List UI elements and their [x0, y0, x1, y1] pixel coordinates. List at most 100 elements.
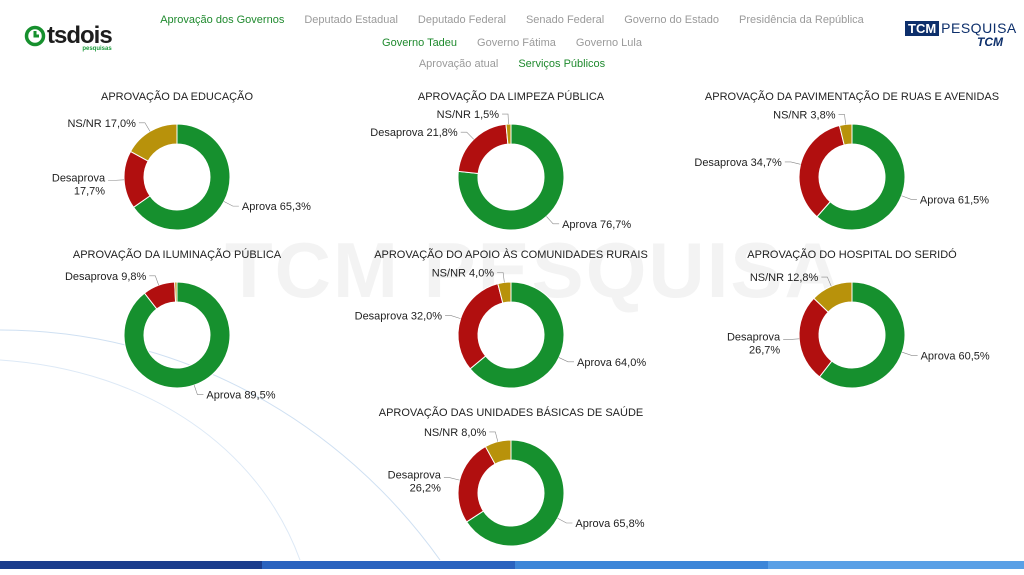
leader-line [443, 477, 460, 481]
nav-senado-federal[interactable]: Senado Federal [525, 14, 605, 26]
donut-chart-comunidades: Aprova 64,0% Desaprova 32,0% NS/NR 4,0% [355, 267, 646, 389]
leader-line [460, 131, 474, 140]
slice-desaprova [457, 283, 504, 370]
slice-nsnr [174, 281, 178, 303]
data-label-desaprova: Desaprova 26,7% [727, 332, 781, 357]
chart-title: APROVAÇÃO DAS UNIDADES BÁSICAS DE SAÚDE [378, 407, 644, 419]
nav-governo-lula[interactable]: Governo Lula [575, 37, 642, 49]
leader-line [901, 195, 917, 200]
bottom-color-bar [0, 559, 1024, 575]
leader-line [557, 517, 573, 524]
logo-text: tsdois pesquisas [47, 22, 113, 52]
nav-presidencia[interactable]: Presidência da República [739, 14, 864, 26]
chart-title: APROVAÇÃO DA LIMPEZA PÚBLICA [417, 91, 605, 103]
donut-chart-hospital: Aprova 60,5% Desaprova 26,7% NS/NR 12,8% [727, 272, 990, 389]
data-label-aprova: Aprova 76,7% [562, 219, 631, 231]
pesquisa-word: PESQUISA [941, 20, 1017, 36]
data-label-desaprova: Desaprova 17,7% [52, 172, 106, 197]
nav-aprovacao-atual[interactable]: Aprovação atual [418, 58, 499, 70]
slice-desaprova [798, 124, 845, 218]
chart-iluminacao: APROVAÇÃO DA ILUMINAÇÃO PÚBLICA Aprova 8… [7, 249, 347, 402]
leader-line [193, 385, 204, 395]
chart-title: APROVAÇÃO DO HOSPITAL DO SERIDÓ [747, 249, 957, 261]
chart-title: APROVAÇÃO DO APOIO ÀS COMUNIDADES RURAIS [374, 249, 648, 261]
leader-line [546, 216, 560, 225]
data-label-aprova: Aprova 64,0% [577, 357, 646, 369]
slice-aprova [818, 281, 906, 389]
data-label-aprova: Aprova 89,5% [206, 390, 275, 402]
chart-comunidades-rurais: APROVAÇÃO DO APOIO ÀS COMUNIDADES RURAIS… [341, 249, 681, 399]
leader-line [497, 272, 505, 283]
tcm-badge: TCM [905, 20, 940, 36]
slice-nsnr [497, 281, 512, 304]
data-label-nsnr: NS/NR 4,0% [432, 267, 495, 279]
chart-title: APROVAÇÃO DA PAVIMENTAÇÃO DE RUAS E AVEN… [704, 91, 1000, 103]
data-label-nsnr: NS/NR 8,0% [424, 427, 487, 439]
leader-line [821, 276, 832, 287]
data-label-desaprova: Desaprova 9,8% [65, 271, 147, 283]
nav-row-aprovacao: Aprovação atual Serviços Públicos [0, 58, 1024, 70]
nav-governo-fatima[interactable]: Governo Fátima [477, 37, 556, 49]
leader-line [138, 122, 151, 132]
donut-chart-saude: Aprova 65,8% Desaprova 26,2% NS/NR 8,0% [388, 427, 645, 547]
slice-desaprova [457, 123, 509, 175]
nav-row-governos: Governo Tadeu Governo Fátima Governo Lul… [0, 37, 1024, 49]
bottom-bar-segment [515, 561, 768, 569]
logo-subtitle: pesquisas [82, 46, 112, 52]
data-label-desaprova: Desaprova 32,0% [355, 311, 443, 323]
slice-nsnr [484, 439, 512, 465]
nav-deputado-federal[interactable]: Deputado Federal [417, 14, 506, 26]
leader-line [784, 161, 801, 165]
slice-aprova [132, 123, 231, 231]
data-label-aprova: Aprova 65,8% [575, 518, 644, 530]
slice-aprova [457, 123, 565, 231]
donut-chart-pavimentacao: Aprova 61,5% Desaprova 34,7% NS/NR 3,8% [694, 109, 989, 231]
leader-line [902, 351, 918, 356]
chart-title: APROVAÇÃO DA EDUCAÇÃO [101, 91, 253, 103]
logo-mark-icon [24, 25, 46, 47]
tcm-pesquisa-logo: TCM PESQUISA TCM [905, 20, 1016, 50]
bottom-bar-segment [768, 561, 1024, 569]
data-label-nsnr: NS/NR 17,0% [67, 118, 136, 130]
data-label-nsnr: NS/NR 12,8% [750, 272, 819, 284]
slice-aprova [816, 123, 906, 231]
data-label-desaprova: Desaprova 34,7% [694, 157, 782, 169]
data-label-aprova: Aprova 65,3% [242, 201, 311, 213]
chart-hospital-serido: APROVAÇÃO DO HOSPITAL DO SERIDÓ Aprova 6… [682, 249, 1022, 399]
slice-nsnr [813, 281, 853, 313]
data-label-nsnr: NS/NR 3,8% [773, 109, 836, 121]
nav-governo-tadeu[interactable]: Governo Tadeu [382, 37, 458, 49]
leader-line [838, 114, 846, 125]
nav-governo-estado[interactable]: Governo do Estado [624, 14, 720, 26]
nav-deputado-estadual[interactable]: Deputado Estadual [304, 14, 398, 26]
leader-line [783, 338, 800, 340]
leader-line [108, 179, 125, 181]
tsdois-logo: tsdois pesquisas [24, 22, 113, 52]
bottom-bar-segment [0, 561, 262, 569]
leader-line [489, 431, 499, 442]
bottom-bar-segment [262, 561, 515, 569]
donut-chart-iluminacao: Aprova 89,5% Desaprova 9,8% [65, 271, 276, 402]
slice-aprova [123, 281, 231, 389]
data-label-desaprova: Desaprova 26,2% [388, 470, 442, 495]
leader-line [445, 315, 461, 319]
leader-line [558, 357, 575, 363]
leader-line [149, 275, 160, 286]
chart-unidades-saude: APROVAÇÃO DAS UNIDADES BÁSICAS DE SAÚDE … [341, 407, 681, 557]
slice-aprova [465, 439, 565, 547]
nav-row-main: Aprovação dos Governos Deputado Estadual… [0, 14, 1024, 26]
chart-limpeza: APROVAÇÃO DA LIMPEZA PÚBLICA Aprova 76,7… [341, 91, 681, 241]
data-label-aprova: Aprova 60,5% [921, 350, 990, 362]
donut-chart-educacao: Aprova 65,3% Desaprova 17,7% NS/NR 17,0% [52, 118, 311, 231]
chart-educacao: APROVAÇÃO DA EDUCAÇÃO Aprova 65,3% Desapr… [7, 91, 347, 241]
slice-aprova [469, 281, 565, 389]
data-label-aprova: Aprova 61,5% [920, 194, 989, 206]
nav-aprovacao-governos[interactable]: Aprovação dos Governos [160, 14, 285, 26]
logo-wordmark: tsdois [47, 22, 113, 49]
data-label-nsnr: NS/NR 1,5% [437, 109, 500, 121]
slice-nsnr [129, 123, 178, 162]
data-label-desaprova: Desaprova 21,8% [370, 127, 458, 139]
slice-desaprova [457, 445, 496, 523]
chart-title: APROVAÇÃO DA ILUMINAÇÃO PÚBLICA [72, 249, 282, 261]
nav-servicos-publicos[interactable]: Serviços Públicos [518, 58, 606, 70]
